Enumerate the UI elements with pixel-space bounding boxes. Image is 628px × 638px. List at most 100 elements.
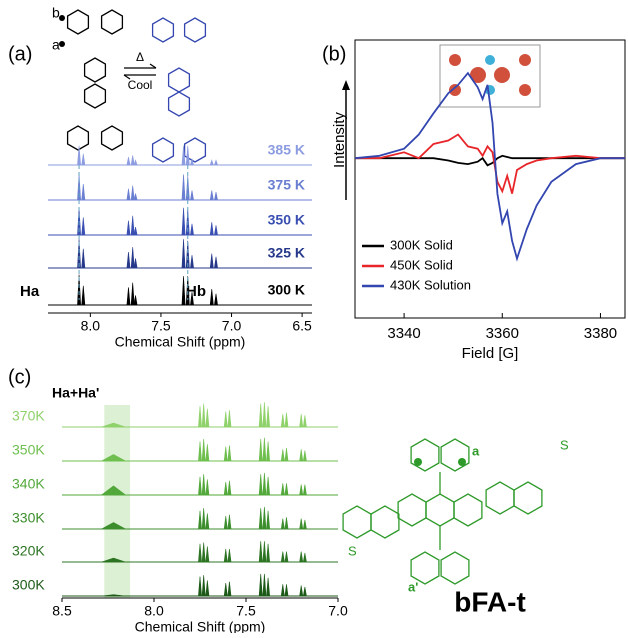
peak bbox=[213, 159, 219, 166]
peak bbox=[100, 485, 127, 496]
peak bbox=[214, 256, 218, 269]
peak bbox=[126, 156, 131, 166]
peak bbox=[126, 287, 131, 306]
peak bbox=[299, 449, 304, 462]
peak bbox=[101, 454, 126, 462]
peak bbox=[299, 484, 304, 496]
ring bbox=[83, 83, 107, 109]
peak bbox=[262, 506, 267, 530]
legend-label: 300K Solid bbox=[390, 237, 453, 252]
x-tick-label: 8.0 bbox=[144, 603, 164, 619]
peak bbox=[223, 548, 228, 563]
series-line bbox=[355, 133, 625, 194]
peak bbox=[205, 513, 210, 530]
ring bbox=[183, 17, 207, 43]
peak bbox=[299, 518, 304, 530]
peak bbox=[223, 411, 228, 428]
panel-label: (a) bbox=[8, 43, 32, 65]
peak bbox=[302, 586, 307, 597]
x-axis-label: Chemical Shift (ppm) bbox=[135, 619, 266, 633]
peak bbox=[214, 225, 218, 236]
ring bbox=[410, 551, 440, 585]
series-label: 320K bbox=[12, 543, 45, 559]
peak bbox=[190, 292, 194, 306]
ring bbox=[440, 551, 470, 585]
atom-label: S bbox=[348, 543, 357, 558]
peak bbox=[223, 446, 228, 462]
ring bbox=[100, 9, 124, 35]
series-line bbox=[355, 154, 625, 167]
peak-label: Ha+Ha' bbox=[52, 385, 99, 401]
series-label: 385 K bbox=[268, 142, 305, 158]
peak bbox=[223, 515, 228, 530]
highlight bbox=[104, 405, 131, 598]
series-label: 325 K bbox=[268, 245, 305, 261]
peak bbox=[227, 410, 232, 428]
peak bbox=[284, 412, 289, 428]
ring bbox=[453, 493, 483, 527]
peak bbox=[227, 548, 232, 563]
peak bbox=[201, 542, 206, 563]
peak bbox=[133, 258, 138, 269]
peak-label: Hb bbox=[186, 283, 206, 300]
peak bbox=[280, 449, 285, 462]
peak bbox=[209, 288, 214, 306]
x-tick-label: 6.5 bbox=[292, 318, 312, 334]
equilibrium-arrow bbox=[123, 63, 157, 80]
condition: Cool bbox=[128, 78, 153, 92]
legend-label: 450K Solid bbox=[390, 257, 453, 272]
peak bbox=[205, 546, 210, 563]
peak bbox=[198, 576, 202, 597]
ring bbox=[66, 125, 90, 151]
peak bbox=[280, 584, 285, 597]
peak bbox=[198, 441, 202, 462]
ring bbox=[397, 493, 427, 527]
ring bbox=[66, 9, 90, 35]
peak bbox=[266, 543, 271, 563]
ring bbox=[83, 57, 107, 83]
peak bbox=[126, 251, 131, 269]
peak bbox=[205, 479, 210, 496]
peak bbox=[130, 247, 135, 269]
peak bbox=[299, 585, 304, 597]
peak-label: Ha bbox=[20, 283, 40, 300]
peak bbox=[130, 155, 135, 166]
series-label: 300K bbox=[12, 577, 45, 593]
peak bbox=[181, 207, 186, 236]
peak bbox=[284, 517, 289, 530]
peak bbox=[201, 438, 206, 462]
peak bbox=[262, 472, 267, 496]
peak bbox=[101, 557, 126, 563]
peak bbox=[185, 145, 190, 166]
peak bbox=[280, 413, 285, 428]
panel-label: (b) bbox=[322, 43, 346, 65]
atom-dot bbox=[59, 41, 65, 47]
peak bbox=[201, 474, 206, 496]
atom-label: S bbox=[560, 437, 569, 452]
peak bbox=[133, 193, 138, 201]
peak bbox=[190, 158, 194, 166]
ring bbox=[485, 481, 515, 515]
peak bbox=[205, 580, 210, 597]
peak bbox=[258, 438, 263, 462]
peak bbox=[126, 188, 131, 201]
peak bbox=[302, 415, 307, 428]
peak bbox=[81, 217, 86, 236]
legend-label: 430K Solution bbox=[390, 277, 471, 292]
x-tick-label: 7.0 bbox=[222, 318, 242, 334]
peak bbox=[299, 413, 304, 428]
peak bbox=[209, 253, 214, 269]
peak bbox=[77, 239, 81, 269]
ring bbox=[410, 438, 440, 472]
peak bbox=[227, 480, 232, 496]
peak bbox=[201, 403, 206, 428]
peak bbox=[284, 551, 289, 563]
peak bbox=[181, 276, 186, 306]
peak bbox=[266, 510, 271, 530]
x-tick-label: 3340 bbox=[387, 325, 420, 342]
ring bbox=[440, 438, 470, 472]
peak bbox=[302, 552, 307, 563]
peak bbox=[284, 483, 289, 496]
series-label: 330K bbox=[12, 510, 45, 526]
